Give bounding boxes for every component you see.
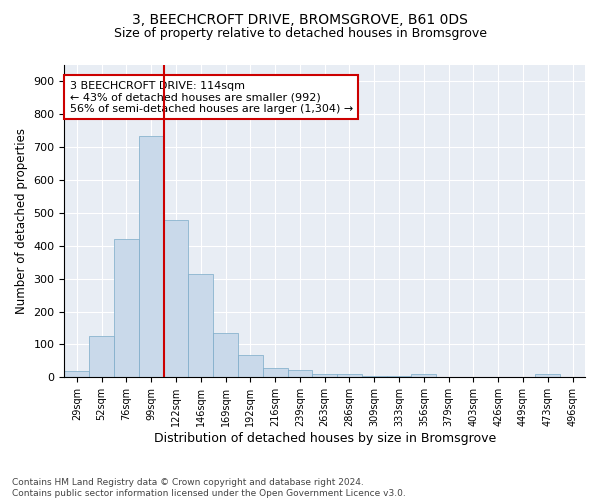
Bar	[64, 371, 89, 378]
Bar	[362, 376, 386, 378]
Y-axis label: Number of detached properties: Number of detached properties	[15, 128, 28, 314]
Bar	[535, 374, 560, 378]
Bar	[188, 274, 213, 378]
X-axis label: Distribution of detached houses by size in Bromsgrove: Distribution of detached houses by size …	[154, 432, 496, 445]
Bar	[313, 374, 337, 378]
Bar	[114, 240, 139, 378]
Text: 3, BEECHCROFT DRIVE, BROMSGROVE, B61 0DS: 3, BEECHCROFT DRIVE, BROMSGROVE, B61 0DS	[132, 12, 468, 26]
Bar	[89, 336, 114, 378]
Bar	[213, 333, 238, 378]
Bar	[139, 136, 164, 378]
Text: 3 BEECHCROFT DRIVE: 114sqm
← 43% of detached houses are smaller (992)
56% of sem: 3 BEECHCROFT DRIVE: 114sqm ← 43% of deta…	[70, 80, 353, 114]
Bar	[238, 355, 263, 378]
Bar	[263, 368, 287, 378]
Bar	[337, 374, 362, 378]
Bar	[412, 374, 436, 378]
Bar	[164, 220, 188, 378]
Bar	[386, 376, 412, 378]
Bar	[287, 370, 313, 378]
Text: Contains HM Land Registry data © Crown copyright and database right 2024.
Contai: Contains HM Land Registry data © Crown c…	[12, 478, 406, 498]
Text: Size of property relative to detached houses in Bromsgrove: Size of property relative to detached ho…	[113, 28, 487, 40]
